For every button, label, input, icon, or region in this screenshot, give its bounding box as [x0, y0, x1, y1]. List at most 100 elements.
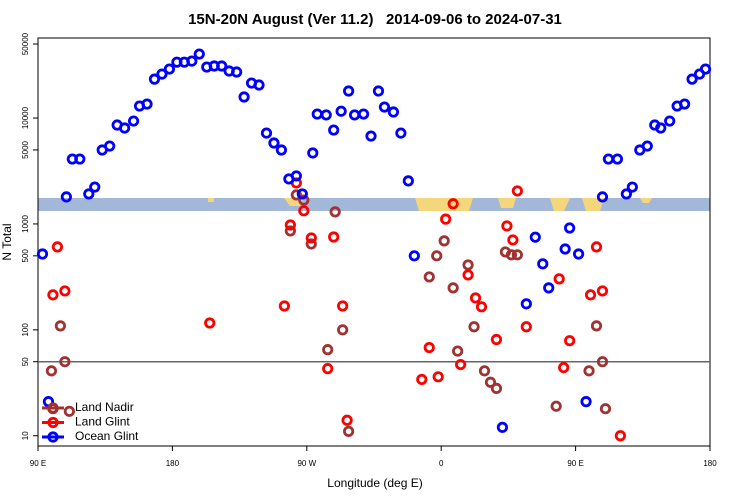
data-point: [156, 68, 168, 80]
y-tick-label: 10000: [21, 106, 30, 129]
data-point: [311, 108, 323, 120]
data-point: [365, 130, 377, 142]
data-point: [298, 194, 310, 206]
data-point: [343, 85, 355, 97]
data-point: [216, 60, 228, 72]
data-point: [602, 153, 615, 165]
x-tick-label: 180: [166, 459, 180, 468]
data-point: [51, 241, 64, 253]
data-point: [423, 341, 435, 354]
data-point: [462, 259, 474, 271]
data-point: [620, 188, 632, 200]
data-point: [664, 115, 676, 127]
data-point: [298, 205, 310, 217]
data-point: [438, 235, 450, 247]
data-point: [268, 137, 280, 149]
y-tick-label: 500: [21, 249, 30, 263]
data-point: [452, 345, 464, 357]
data-point: [63, 405, 75, 417]
data-point: [520, 298, 532, 310]
data-point: [231, 66, 243, 78]
data-point: [583, 365, 595, 377]
data-point: [505, 249, 517, 261]
data-point: [372, 85, 385, 97]
data-point: [614, 430, 627, 442]
data-point: [596, 356, 609, 368]
data-point: [440, 213, 452, 225]
data-point: [511, 185, 523, 197]
data-point: [74, 153, 86, 165]
plot-frame: [37, 37, 711, 447]
data-point: [395, 127, 407, 139]
x-tick-label: 90 E: [30, 459, 46, 468]
data-point: [468, 321, 480, 333]
data-point: [462, 269, 474, 281]
data-point: [599, 403, 612, 415]
data-point: [59, 356, 71, 368]
data-point: [141, 98, 153, 110]
data-point: [290, 189, 302, 201]
y-tick-label: 10: [21, 431, 30, 440]
data-point: [104, 140, 116, 152]
data-point: [402, 175, 414, 187]
data-point: [572, 248, 585, 260]
data-point: [47, 289, 59, 301]
data-point: [305, 232, 317, 244]
data-point: [284, 225, 296, 237]
data-point: [204, 317, 216, 329]
data-point: [490, 333, 503, 346]
data-point: [596, 191, 609, 203]
data-point: [36, 248, 49, 260]
data-point: [596, 285, 609, 297]
data-point: [378, 101, 391, 113]
data-point: [322, 363, 334, 375]
legend-label: Ocean Glint: [75, 429, 139, 443]
data-point: [320, 109, 332, 121]
data-point: [408, 250, 420, 262]
data-point: [432, 371, 444, 383]
data-point: [305, 238, 317, 250]
data-point: [290, 170, 302, 182]
data-point: [478, 365, 491, 377]
y-axis-label: N Total: [0, 223, 14, 260]
data-point: [387, 106, 400, 118]
data-point: [127, 115, 140, 127]
x-tick-label: 90 E: [567, 459, 583, 468]
data-point: [423, 271, 435, 283]
data-point: [564, 222, 576, 234]
data-point: [520, 321, 532, 333]
data-point: [307, 147, 319, 159]
data-point: [260, 127, 273, 139]
legend-marker: [47, 416, 59, 429]
x-tick-label: 180: [703, 459, 717, 468]
data-point: [89, 181, 101, 193]
data-point: [699, 63, 712, 75]
data-point: [501, 220, 513, 232]
y-tick-label: 50000: [21, 32, 30, 55]
legend-label: Land Nadir: [75, 400, 134, 414]
data-point: [238, 91, 250, 103]
data-point: [590, 320, 603, 332]
data-point: [679, 98, 691, 110]
data-point: [275, 144, 288, 156]
data-point: [416, 373, 428, 386]
data-point: [655, 122, 667, 134]
data-point: [193, 48, 205, 60]
data-point: [455, 358, 467, 371]
x-tick-label: 90 W: [297, 459, 316, 468]
x-axis-label: Longitude (deg E): [327, 476, 422, 490]
data-point: [564, 335, 576, 347]
data-point: [511, 249, 523, 261]
data-point: [626, 181, 638, 193]
legend-marker: [47, 402, 59, 414]
data-point: [490, 382, 503, 394]
data-point: [119, 122, 131, 134]
data-point: [329, 206, 341, 218]
data-point: [163, 63, 176, 75]
data-point: [278, 300, 290, 312]
map-strip: [38, 198, 710, 211]
data-point: [45, 365, 58, 377]
legend-marker: [47, 431, 59, 443]
data-point: [475, 301, 488, 313]
